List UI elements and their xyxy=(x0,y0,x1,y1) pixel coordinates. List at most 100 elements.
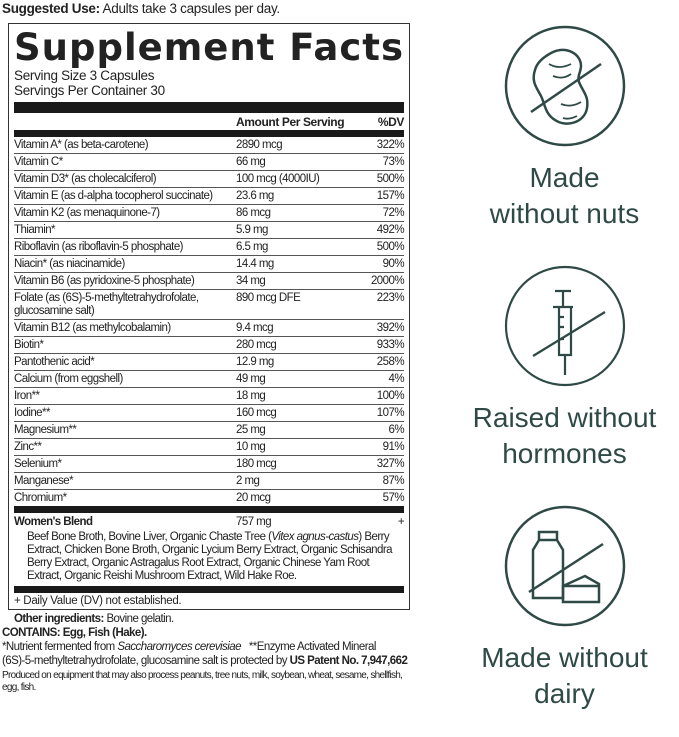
footnote-1: *Nutrient fermented from Saccharomyces c… xyxy=(2,641,376,653)
produced-note: Produced on equipment that may also proc… xyxy=(2,670,403,693)
nutrient-name: Pantothenic acid* xyxy=(14,356,95,368)
nutrient-amount: 86 mcg xyxy=(236,207,271,219)
nutrient-amount: 9.4 mcg xyxy=(236,322,274,334)
nutrient-dv: 223% xyxy=(376,292,405,304)
nutrient-row: Vitamin A* (as beta-carotene) 2890 mcg 322… xyxy=(14,137,405,154)
nutrient-name: Riboflavin (as riboflavin-5 phosphate) xyxy=(14,241,184,253)
nutrient-row: Folate (as (6S)-5-methyltetrahydrofolate… xyxy=(14,290,405,320)
womens-blend: Women's Blend 757 mg + Beef Bone Broth, Bo… xyxy=(14,513,405,586)
nutrient-row: Thiamin* 5.9 mg 492% xyxy=(14,222,405,239)
nutrient-dv: 157% xyxy=(376,190,405,202)
nutrient-name: Vitamin B6 (as pyridoxine-5 phosphate) xyxy=(14,275,195,287)
no-nuts-icon xyxy=(504,25,625,147)
nutrient-amount: 160 mcg xyxy=(236,407,277,419)
nutrient-amount: 890 mcg DFE xyxy=(236,292,301,304)
nutrient-dv: 90% xyxy=(382,258,405,270)
header-dv: %DV xyxy=(377,114,405,129)
nutrient-amount: 2 mg xyxy=(236,475,260,487)
nutrient-row: Vitamin B12 (as methylcobalamin) 9.4 mcg 3… xyxy=(14,320,405,337)
nutrient-name: Vitamin C* xyxy=(14,156,63,168)
nutrient-name: Calcium (from eggshell) xyxy=(14,373,123,385)
divider-bar xyxy=(14,506,404,513)
header-amount: Amount Per Serving xyxy=(236,114,345,129)
nutrient-name: Vitamin D3* (as cholecalciferol) xyxy=(14,173,157,185)
nutrient-row: Iodine** 160 mcg 107% xyxy=(14,405,405,422)
nutrient-name: Thiamin* xyxy=(14,224,56,236)
footnote-2: (6S)-5-methyltetrahydrofolate, glucosami… xyxy=(2,655,408,667)
nutrient-dv: 73% xyxy=(382,156,405,168)
badge-text-line1: Made xyxy=(529,162,600,193)
dv-note: + Daily Value (DV) not established. xyxy=(14,595,182,607)
nutrient-row: Iron** 18 mg 100% xyxy=(14,388,405,405)
nutrient-row: Vitamin E (as d-alpha tocopherol succina… xyxy=(14,188,405,205)
nutrient-amount: 66 mg xyxy=(236,156,266,168)
nutrient-name: Manganese* xyxy=(14,475,74,487)
nutrient-row: Chromium* 20 mcg 57% xyxy=(14,490,405,506)
nutrient-amount: 180 mcg xyxy=(236,458,277,470)
badge-no-dairy: Made without dairy xyxy=(450,504,679,712)
other-ingredients: Other ingredients: Bovine gelatin. xyxy=(14,613,174,625)
blend-ingredients: Beef Bone Broth, Bovine Liver, Organic C… xyxy=(27,531,393,582)
facts-title: Supplement Facts xyxy=(14,26,405,69)
nutrient-name: Magnesium** xyxy=(14,424,77,436)
nutrient-amount: 6.5 mg xyxy=(236,241,268,253)
blend-amount: 757 mg xyxy=(236,516,272,528)
nutrient-amount: 5.9 mg xyxy=(236,224,268,236)
nutrient-dv: 4% xyxy=(388,373,404,385)
nutrient-amount: 2890 mcg xyxy=(236,139,283,151)
badge-text-line2: without nuts xyxy=(489,198,640,229)
badge-text-line2: hormones xyxy=(502,438,627,469)
nutrient-dv: 500% xyxy=(376,241,405,253)
nutrient-name: Vitamin K2 (as menaquinone-7) xyxy=(14,207,160,219)
no-hormones-syringe-icon xyxy=(504,265,625,387)
nutrient-amount: 23.6 mg xyxy=(236,190,274,202)
badge-text-line2: dairy xyxy=(534,678,595,709)
nutrient-name: Vitamin E (as d-alpha tocopherol succina… xyxy=(14,190,213,202)
nutrient-row: Magnesium** 25 mg 6% xyxy=(14,422,405,439)
nutrient-amount: 34 mg xyxy=(236,275,266,287)
nutrient-row: Vitamin K2 (as menaquinone-7) 86 mcg 72% xyxy=(14,205,405,222)
nutrient-name: Iodine** xyxy=(14,407,50,419)
nutrient-dv: 500% xyxy=(376,173,405,185)
blend-name: Women's Blend xyxy=(14,516,93,528)
contains-allergens: CONTAINS: Egg, Fish (Hake). xyxy=(2,627,147,639)
nutrient-name: Selenium* xyxy=(14,458,62,470)
suggested-use: Suggested Use: Adults take 3 capsules pe… xyxy=(2,1,412,17)
nutrient-row: Niacin* (as niacinamide) 14.4 mg 90% xyxy=(14,256,405,273)
nutrient-row: Pantothenic acid* 12.9 mg 258% xyxy=(14,354,405,371)
nutrient-name: Folate (as (6S)-5-methyltetrahydrofolate… xyxy=(14,292,199,317)
nutrient-table: Vitamin A* (as beta-carotene) 2890 mcg 322… xyxy=(14,137,405,506)
label-column: Suggested Use: Adults take 3 capsules pe… xyxy=(2,1,412,694)
nutrient-amount: 14.4 mg xyxy=(236,258,274,270)
suggested-use-label: Suggested Use: xyxy=(2,1,100,16)
nutrient-row: Calcium (from eggshell) 49 mg 4% xyxy=(14,371,405,388)
nutrient-amount: 12.9 mg xyxy=(236,356,274,368)
suggested-use-text: Adults take 3 capsules per day. xyxy=(102,1,281,16)
nutrient-row: Riboflavin (as riboflavin-5 phosphate) 6.… xyxy=(14,239,405,256)
badge-no-hormones: Raised without hormones xyxy=(450,264,679,472)
table-header: Amount Per Serving %DV xyxy=(14,113,404,130)
nutrient-dv: 392% xyxy=(376,322,405,334)
nutrient-dv: 72% xyxy=(382,207,405,219)
nutrient-name: Zinc** xyxy=(14,441,42,453)
nutrient-dv: 87% xyxy=(382,475,405,487)
nutrient-dv: 322% xyxy=(376,139,405,151)
divider-bar xyxy=(14,130,404,137)
nutrient-dv: 91% xyxy=(382,441,405,453)
nutrient-row: Vitamin C* 66 mg 73% xyxy=(14,154,405,171)
nutrient-dv: 57% xyxy=(382,492,405,504)
label-footer: Other ingredients: Bovine gelatin. CONTA… xyxy=(2,612,412,694)
badge-no-nuts: Made without nuts xyxy=(450,24,679,232)
servings-per-container: Servings Per Container 30 xyxy=(14,83,165,98)
nutrient-amount: 18 mg xyxy=(236,390,266,402)
nutrient-dv: 100% xyxy=(376,390,405,402)
nutrient-row: Selenium* 180 mcg 327% xyxy=(14,456,405,473)
nutrient-row: Manganese* 2 mg 87% xyxy=(14,473,405,490)
serving-size: Serving Size 3 Capsules xyxy=(14,68,155,83)
nutrient-amount: 280 mcg xyxy=(236,339,277,351)
nutrient-row: Vitamin B6 (as pyridoxine-5 phosphate) 34… xyxy=(14,273,405,290)
divider-bar xyxy=(14,102,404,113)
nutrient-name: Chromium* xyxy=(14,492,67,504)
nutrient-dv: 107% xyxy=(376,407,405,419)
nutrient-dv: 258% xyxy=(376,356,405,368)
